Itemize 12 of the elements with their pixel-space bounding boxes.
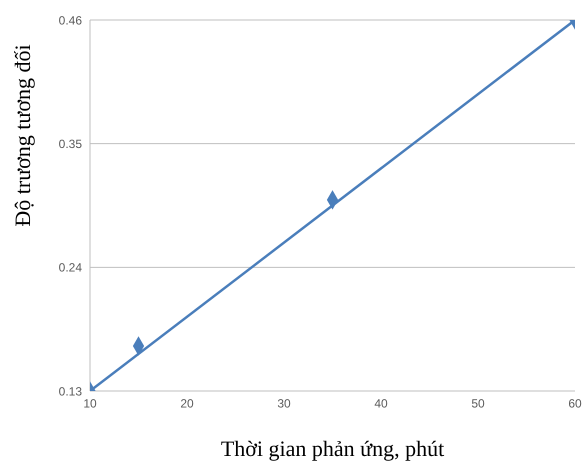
y-tick-label: 0.35 bbox=[58, 136, 82, 151]
x-tick-label: 40 bbox=[374, 396, 388, 411]
y-tick-label: 0.24 bbox=[58, 260, 82, 275]
x-tick-label: 30 bbox=[277, 396, 291, 411]
x-tick-label: 10 bbox=[83, 396, 97, 411]
x-tick-label: 20 bbox=[180, 396, 194, 411]
x-axis-title: Thời gian phản ứng, phút bbox=[220, 436, 444, 461]
x-tick-label: 50 bbox=[471, 396, 485, 411]
x-tick-label: 60 bbox=[568, 396, 582, 411]
y-tick-label: 0.46 bbox=[58, 13, 82, 28]
y-tick-label: 0.13 bbox=[58, 384, 82, 398]
y-axis-title: Độ trương tương đối bbox=[10, 44, 35, 227]
